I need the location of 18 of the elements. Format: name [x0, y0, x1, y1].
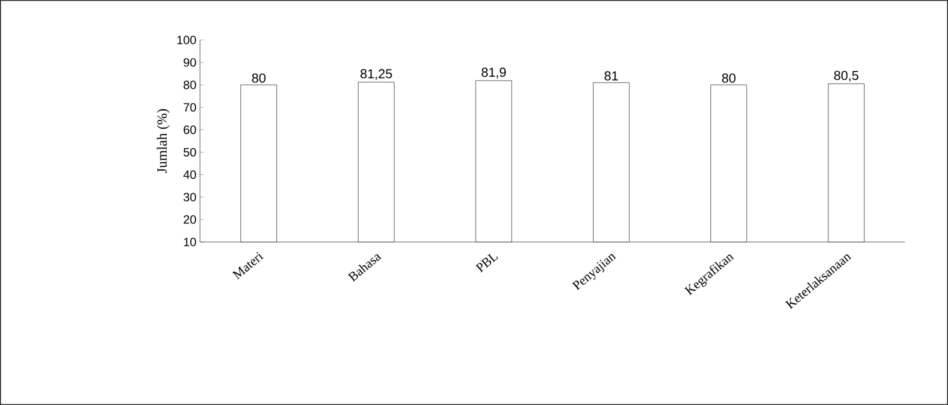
y-tick-label: 20: [184, 215, 196, 224]
y-tick-label: 70: [184, 103, 196, 112]
data-label: 81,9: [482, 68, 506, 78]
y-tick-label: 100: [177, 36, 196, 44]
y-axis-title: Jumlah (%): [156, 109, 170, 174]
y-tick-label: 50: [184, 148, 196, 156]
y-tick-label: 30: [184, 192, 196, 202]
x-tick-label: PBL: [475, 254, 498, 273]
y-tick-label: 40: [183, 170, 196, 179]
y-tick-label: 90: [184, 58, 196, 67]
data-label: 80: [722, 73, 736, 83]
y-tick-label: 10: [184, 238, 196, 246]
data-label: 80,5: [834, 70, 858, 82]
data-label: 81: [604, 71, 618, 80]
data-label: 81,25: [360, 69, 392, 80]
y-tick-label: 80: [184, 80, 196, 90]
data-label: 80: [252, 73, 266, 83]
y-tick-label: 60: [184, 126, 196, 134]
